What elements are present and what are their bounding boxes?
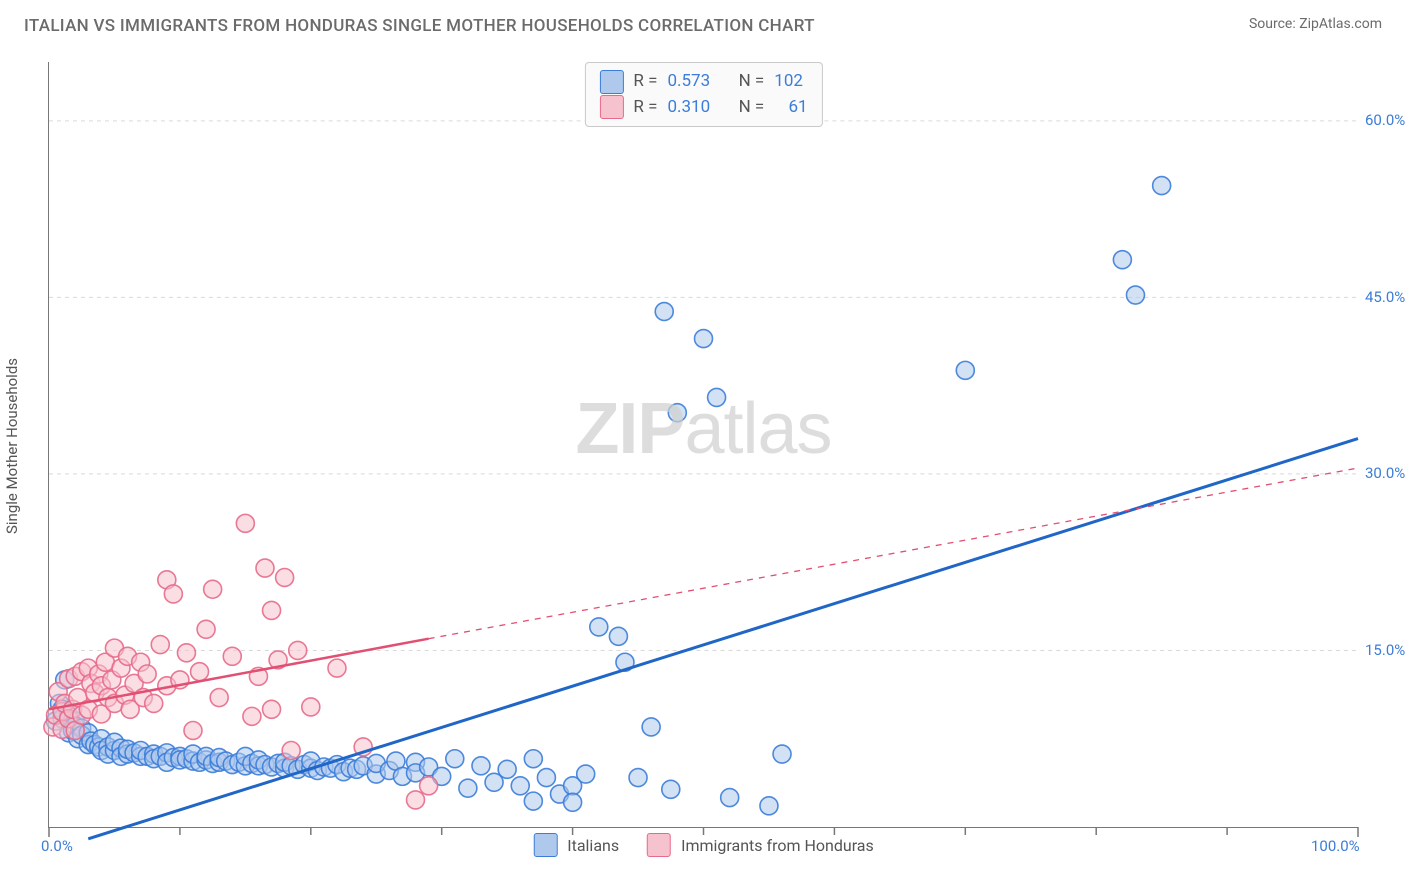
y-tick-label: 30.0% xyxy=(1365,464,1405,482)
y-tick-label: 45.0% xyxy=(1365,288,1405,306)
y-tick-label: 60.0% xyxy=(1365,111,1405,129)
y-tick-label: 15.0% xyxy=(1365,641,1405,659)
swatch-pink-icon xyxy=(647,833,671,857)
r-value-italians: 0.573 xyxy=(667,69,710,95)
x-tick-label: 0.0% xyxy=(41,837,73,855)
n-value-italians: 102 xyxy=(774,69,803,95)
legend-item-honduras: Immigrants from Honduras xyxy=(647,833,874,857)
legend-row-italians: R = 0.573 N = 102 xyxy=(599,69,807,95)
legend-item-italians: Italians xyxy=(533,833,619,857)
y-axis-label: Single Mother Households xyxy=(3,358,21,534)
plot-svg xyxy=(49,62,1358,827)
n-value-honduras: 61 xyxy=(788,95,807,121)
swatch-pink-icon xyxy=(599,95,623,119)
chart-title: ITALIAN VS IMMIGRANTS FROM HONDURAS SING… xyxy=(24,16,815,36)
correlation-legend: R = 0.573 N = 102 R = 0.310 N = 61 xyxy=(584,62,822,127)
series-legend: Italians Immigrants from Honduras xyxy=(533,833,874,857)
x-tick-label: 100.0% xyxy=(1311,837,1360,855)
legend-row-honduras: R = 0.310 N = 61 xyxy=(599,95,807,121)
swatch-blue-icon xyxy=(599,70,623,94)
r-value-honduras: 0.310 xyxy=(667,95,710,121)
swatch-blue-icon xyxy=(533,833,557,857)
scatter-plot: ZIPatlas R = 0.573 N = 102 R = 0.310 N =… xyxy=(48,62,1358,828)
source-label: Source: ZipAtlas.com xyxy=(1249,16,1382,32)
